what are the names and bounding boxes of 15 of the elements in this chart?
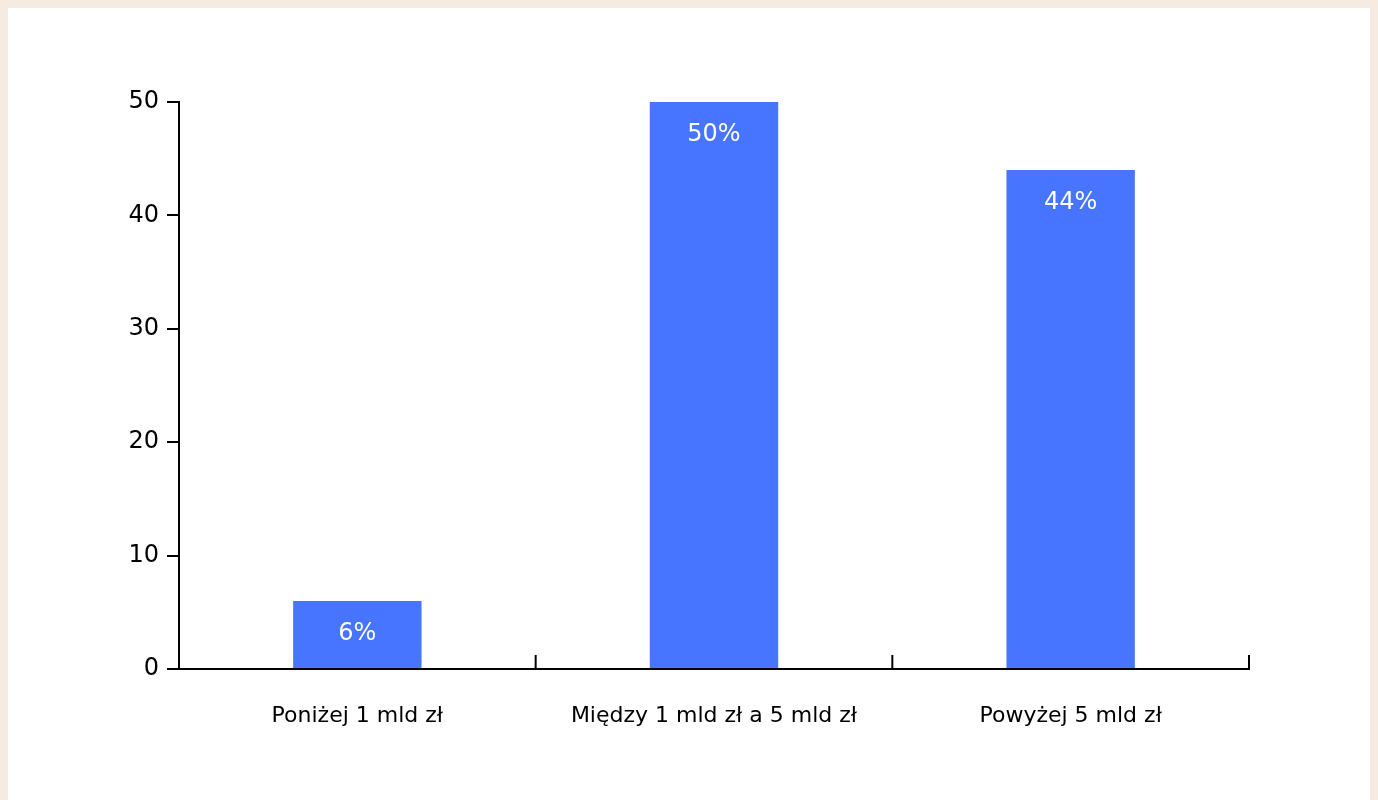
y-tick-label: 50 (128, 86, 159, 115)
data-label: 6% (338, 618, 377, 647)
x-tick-label: Powyżej 5 mld zł (979, 701, 1163, 727)
bar (1006, 170, 1135, 668)
y-tick-label: 20 (128, 426, 159, 455)
x-tick-label: Poniżej 1 mld zł (271, 701, 444, 727)
bar (293, 600, 422, 668)
x-tick-label: Między 1 mld zł a 5 mld zł (570, 701, 858, 727)
data-label: 50% (687, 119, 741, 148)
data-label: 44% (1043, 187, 1098, 216)
y-tick-label: 30 (128, 313, 159, 342)
y-tick-label: 10 (128, 539, 159, 568)
y-tick-label: 0 (143, 653, 159, 682)
bar (649, 102, 779, 668)
y-tick-label: 40 (128, 199, 159, 228)
